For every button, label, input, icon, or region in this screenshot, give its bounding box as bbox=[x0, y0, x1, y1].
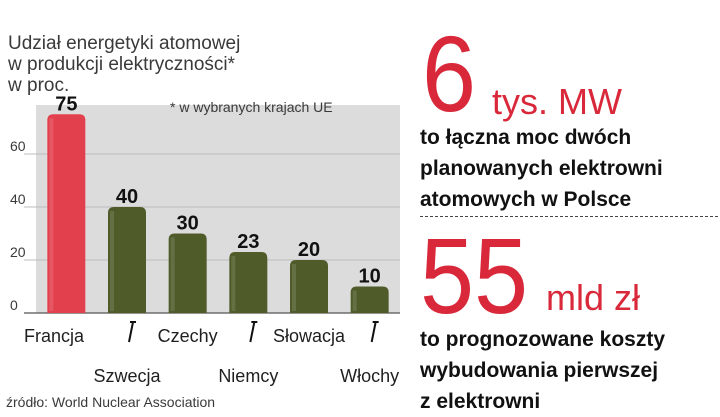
stat-1-line: to łączna moc dwóch bbox=[420, 126, 632, 149]
stat-2-line: wybudowania pierwszej bbox=[420, 359, 659, 382]
x-axis-labels: 75 Francja 40 Szwecja 30 Czechy 23 Niemcy 20 Słow… bbox=[24, 93, 399, 386]
stat-2-line: z elektrowni bbox=[420, 390, 541, 413]
stat-2-unit: mld zł bbox=[546, 277, 641, 318]
chart-title-line: Udział energetyki atomowej bbox=[8, 33, 241, 54]
y-tick-label: 0 bbox=[10, 297, 18, 313]
bar-value-label: 10 bbox=[359, 266, 381, 288]
chart-footnote: * w wybranych krajach UE bbox=[170, 99, 333, 115]
bar bbox=[229, 252, 268, 313]
bar-value-label: 30 bbox=[177, 213, 199, 235]
dashed-divider bbox=[420, 216, 718, 217]
bar-sheen bbox=[110, 211, 114, 311]
source-credit: źródło: World Nuclear Association bbox=[6, 394, 216, 410]
y-axis-ticks: 0 20 40 60 bbox=[10, 138, 26, 313]
bar-sheen bbox=[352, 290, 357, 311]
x-category-label: Francja bbox=[24, 326, 85, 346]
bar-sheen bbox=[292, 264, 296, 311]
stat-2-line: to prognozowane koszty bbox=[420, 328, 666, 351]
label-leader bbox=[249, 321, 256, 343]
x-category-label: Słowacja bbox=[273, 326, 346, 346]
bar bbox=[290, 260, 328, 313]
stat-1-description: to łączna moc dwóch planowanych elektrow… bbox=[420, 122, 663, 215]
stat-1-line: atomowych w Polsce bbox=[420, 188, 632, 211]
bar-chart: 0 20 40 60 75 Francja 40 Szwecja 30 Czechy 23 Niem… bbox=[10, 93, 400, 386]
gridlines bbox=[24, 153, 400, 314]
bar bbox=[47, 114, 86, 313]
y-tick-label: 20 bbox=[10, 244, 26, 260]
bar-value-label: 75 bbox=[55, 93, 77, 115]
chart-title-line: w proc. bbox=[8, 75, 70, 96]
bar-sheen bbox=[49, 118, 54, 311]
stat-2-number: 55 bbox=[420, 215, 529, 336]
label-leader bbox=[370, 321, 377, 343]
stat-1-number: 6 bbox=[422, 13, 477, 134]
x-category-label: Niemcy bbox=[218, 366, 278, 386]
bar-sheen bbox=[170, 237, 175, 311]
x-category-label: Czechy bbox=[158, 326, 218, 346]
bar-value-label: 40 bbox=[116, 186, 138, 208]
stat-2-description: to prognozowane koszty wybudowania pierw… bbox=[420, 324, 665, 417]
chart-title-line: w produkcji elektryczności* bbox=[8, 54, 236, 75]
plot-background bbox=[36, 105, 400, 313]
stat-1-line: planowanych elektrowni bbox=[420, 157, 663, 180]
y-tick-label: 40 bbox=[10, 191, 26, 207]
x-category-label: Włochy bbox=[340, 366, 399, 386]
bar-value-label: 20 bbox=[298, 239, 320, 261]
x-category-label: Szwecja bbox=[93, 366, 161, 386]
label-leader bbox=[128, 321, 134, 343]
bar bbox=[350, 286, 389, 313]
chart-title: Udział energetyki atomowej w produkcji e… bbox=[8, 33, 308, 96]
bar bbox=[168, 233, 207, 313]
stat-1-unit: tys. MW bbox=[492, 81, 622, 122]
bar-value-label: 23 bbox=[237, 231, 259, 253]
bar-sheen bbox=[231, 256, 236, 311]
bar bbox=[108, 207, 146, 313]
y-tick-label: 60 bbox=[10, 138, 26, 154]
bars bbox=[47, 114, 389, 313]
